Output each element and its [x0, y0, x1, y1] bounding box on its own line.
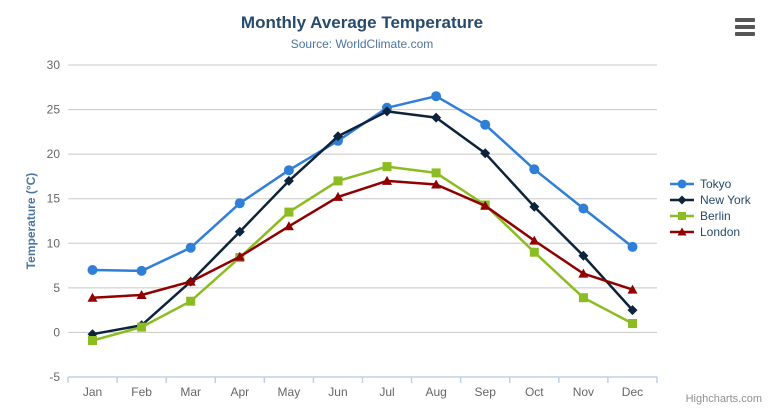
marker-diamond[interactable] [431, 112, 442, 123]
y-tick-label: 0 [53, 325, 60, 339]
marker-diamond[interactable] [283, 175, 294, 186]
marker-circle[interactable] [627, 241, 638, 252]
y-tick-label: 30 [47, 58, 61, 72]
marker-diamond[interactable] [234, 226, 245, 237]
marker-square[interactable] [284, 207, 294, 217]
marker-diamond[interactable] [677, 195, 687, 205]
marker-diamond[interactable] [480, 148, 491, 159]
x-tick-label: Jul [379, 385, 394, 399]
y-tick-label: 20 [47, 147, 61, 161]
series-line-tokyo[interactable] [91, 94, 634, 273]
marker-circle[interactable] [87, 265, 98, 275]
x-tick-label: Dec [622, 385, 643, 399]
series-line-berlin[interactable] [91, 165, 634, 342]
marker-circle[interactable] [431, 91, 442, 102]
marker-circle[interactable] [677, 179, 687, 189]
marker-diamond[interactable] [529, 201, 540, 212]
y-tick-label: 10 [47, 236, 61, 250]
marker-square[interactable] [529, 247, 539, 257]
legend-item-london[interactable]: London [669, 224, 751, 240]
marker-square[interactable] [333, 176, 343, 186]
marker-triangle[interactable] [136, 290, 147, 299]
marker-diamond[interactable] [578, 250, 589, 261]
marker-triangle[interactable] [480, 200, 491, 210]
marker-triangle[interactable] [627, 284, 638, 294]
y-tick-label: -5 [49, 370, 60, 384]
export-menu-button[interactable] [733, 15, 757, 39]
marker-square[interactable] [678, 212, 686, 220]
series-line-london[interactable] [91, 179, 634, 299]
x-tick-label: May [278, 385, 301, 399]
marker-circle[interactable] [480, 119, 491, 130]
legend-marker-square [670, 212, 694, 220]
marker-diamond[interactable] [382, 106, 392, 117]
legend-item-tokyo[interactable]: Tokyo [669, 176, 751, 192]
legend-item-new-york[interactable]: New York [669, 192, 751, 208]
marker-diamond[interactable] [627, 305, 638, 316]
marker-triangle[interactable] [234, 251, 245, 261]
marker-circle[interactable] [185, 242, 196, 253]
credits-link[interactable]: Highcharts.com [685, 393, 762, 405]
marker-circle[interactable] [234, 198, 245, 209]
legend-marker-circle [670, 179, 694, 189]
series-line-new-york[interactable] [91, 110, 634, 336]
marker-square[interactable] [628, 319, 637, 328]
marker-circle[interactable] [529, 164, 540, 175]
chart-subtitle: Source: WorldClimate.com [290, 37, 434, 51]
legend-label: Tokyo [700, 177, 732, 191]
x-tick-label: Mar [180, 385, 201, 399]
marker-circle[interactable] [283, 165, 294, 176]
marker-triangle[interactable] [529, 235, 540, 245]
y-axis-title: Temperature (°C) [24, 172, 38, 270]
marker-triangle[interactable] [382, 175, 392, 185]
y-tick-label: 5 [53, 281, 60, 295]
x-tick-label: Nov [573, 385, 594, 399]
x-tick-label: Feb [131, 385, 152, 399]
y-tick-label: 25 [47, 103, 61, 117]
x-tick-label: Aug [425, 385, 446, 399]
marker-triangle[interactable] [578, 268, 589, 278]
legend-label: London [700, 225, 741, 239]
marker-square[interactable] [88, 336, 97, 345]
marker-triangle[interactable] [431, 179, 442, 189]
marker-square[interactable] [137, 322, 147, 332]
marker-triangle[interactable] [677, 227, 687, 236]
marker-square[interactable] [431, 168, 441, 178]
hamburger-icon [735, 32, 755, 36]
marker-triangle[interactable] [283, 221, 294, 231]
legend-label: New York [700, 193, 751, 207]
marker-square[interactable] [382, 162, 392, 172]
legend-label: Berlin [700, 209, 731, 223]
legend: Tokyo New York Berlin London [669, 176, 751, 240]
legend-item-berlin[interactable]: Berlin [669, 208, 751, 224]
x-tick-label: Jan [83, 385, 102, 399]
marker-triangle[interactable] [333, 191, 343, 201]
marker-circle[interactable] [578, 203, 589, 214]
marker-triangle[interactable] [185, 276, 196, 286]
marker-square[interactable] [578, 293, 588, 303]
y-tick-label: 15 [47, 192, 61, 206]
legend-marker-diamond [670, 195, 694, 205]
hamburger-icon [735, 25, 755, 29]
x-tick-label: Jun [328, 385, 347, 399]
marker-diamond[interactable] [333, 131, 343, 142]
x-tick-label: Apr [230, 385, 249, 399]
marker-circle[interactable] [136, 265, 147, 276]
x-tick-label: Oct [525, 385, 544, 399]
legend-marker-triangle [670, 227, 694, 236]
marker-triangle[interactable] [87, 292, 98, 302]
hamburger-icon [735, 18, 755, 22]
x-tick-label: Sep [475, 385, 497, 399]
chart-title: Monthly Average Temperature [240, 13, 484, 32]
marker-square[interactable] [186, 296, 196, 306]
